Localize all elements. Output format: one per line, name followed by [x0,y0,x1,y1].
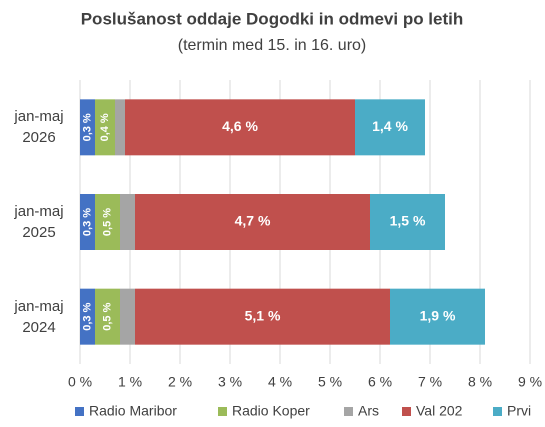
bar-segment [120,288,135,345]
data-label: 0,3 % [81,302,93,330]
legend-marker [218,407,227,416]
bar-segment [80,99,95,156]
y-tick-label: jan-maj 2025 [14,203,64,241]
bar-segment [125,99,355,156]
legend-label: Prvi [507,403,531,419]
x-tick-label: 3 % [218,374,242,390]
data-label: 0,5 % [101,302,113,330]
x-tick-label: 1 % [118,374,142,390]
bar-segment [355,99,425,156]
bar-segment [120,194,135,250]
legend-marker [493,407,502,416]
data-label: 0,4 % [99,113,111,141]
legend-marker [344,407,353,416]
data-label: 1,9 % [420,307,456,323]
x-tick-label: 7 % [418,374,442,390]
legend-label: Radio Maribor [89,403,177,419]
legend-marker [402,407,411,416]
bar-segment [370,194,445,250]
x-tick-label: 0 % [68,374,92,390]
data-label: 4,7 % [235,213,271,229]
data-label: 5,1 % [245,307,281,323]
x-tick-label: 6 % [368,374,392,390]
bar-segment [95,288,120,345]
legend-label: Ars [358,403,379,419]
x-tick-label: 2 % [168,374,192,390]
chart-title: Poslušanost oddaje Dogodki in odmevi po … [81,9,464,28]
data-label: 0,3 % [81,208,93,236]
x-tick-label: 9 % [518,374,542,390]
bar-segment [95,99,115,156]
data-label: 0,5 % [101,208,113,236]
bar-segment [390,288,485,345]
bar-segment [95,194,120,250]
x-tick-label: 4 % [268,374,292,390]
legend-marker [75,407,84,416]
data-label: 1,5 % [390,213,426,229]
y-tick-label: jan-maj 2026 [14,108,64,147]
legend-label: Val 202 [416,403,463,419]
x-tick-label: 8 % [468,374,492,390]
bar-segment [80,288,95,345]
x-tick-label: 5 % [318,374,342,390]
bar-segment [80,194,95,250]
bar-segment [135,288,390,345]
bar-segment [115,99,125,156]
data-label: 0,3 % [81,113,93,141]
bar-segment [135,194,370,250]
data-label: 4,6 % [222,118,258,134]
legend-label: Radio Koper [232,403,310,419]
chart-subtitle: (termin med 15. in 16. uro) [178,37,367,54]
y-tick-label: jan-maj 2024 [14,297,64,336]
data-label: 1,4 % [372,118,408,134]
